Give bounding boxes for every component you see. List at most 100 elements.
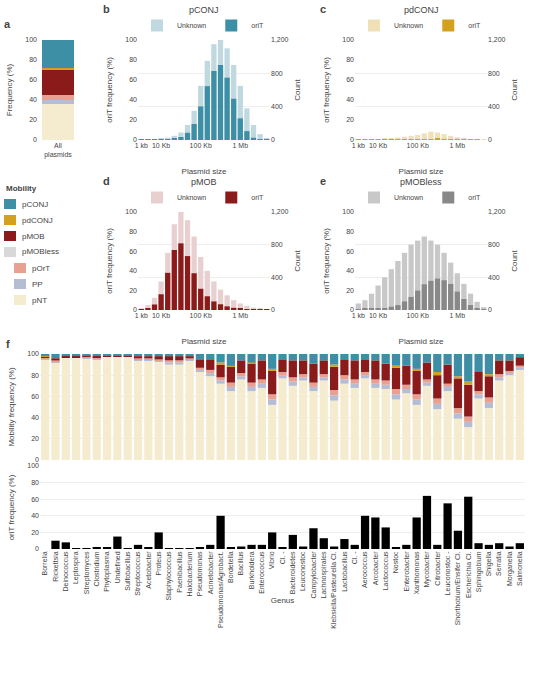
svg-text:1 Mb: 1 Mb: [450, 312, 466, 319]
svg-text:1 Mb: 1 Mb: [450, 142, 466, 149]
svg-text:Acetobacter: Acetobacter: [145, 551, 152, 589]
svg-text:Staphylococcus: Staphylococcus: [165, 551, 173, 601]
svg-text:80: 80: [129, 228, 137, 235]
svg-text:20: 20: [346, 287, 354, 294]
svg-text:Enterococcus: Enterococcus: [258, 551, 265, 594]
svg-text:pCONJ: pCONJ: [189, 5, 219, 15]
svg-text:80: 80: [29, 56, 37, 63]
svg-text:Rickettsia: Rickettsia: [52, 551, 59, 581]
svg-text:Plasmid size: Plasmid size: [182, 167, 227, 176]
svg-text:Lachnospirales: Lachnospirales: [320, 551, 328, 599]
svg-text:Bacteroidetes: Bacteroidetes: [289, 551, 296, 594]
svg-text:oriT: oriT: [251, 22, 264, 29]
svg-text:Arcobacter: Arcobacter: [372, 551, 379, 586]
svg-text:40: 40: [31, 512, 39, 519]
svg-text:800: 800: [488, 70, 500, 77]
svg-text:Halobacterium: Halobacterium: [186, 551, 193, 596]
svg-text:Lactobacillus: Lactobacillus: [341, 551, 348, 592]
svg-text:80: 80: [31, 372, 39, 379]
svg-text:100 Kb: 100 Kb: [407, 142, 429, 149]
svg-text:oriT frequency (%): oriT frequency (%): [105, 57, 114, 123]
svg-text:0: 0: [133, 136, 137, 143]
svg-text:10 Kb: 10 Kb: [152, 312, 170, 319]
svg-text:20: 20: [29, 116, 37, 123]
svg-text:20: 20: [31, 435, 39, 442]
svg-text:80: 80: [346, 56, 354, 63]
svg-text:800: 800: [271, 241, 283, 248]
svg-text:Bacillus: Bacillus: [237, 551, 244, 576]
svg-text:Shorthobium/Ensifer Cl.: Shorthobium/Ensifer Cl.: [454, 551, 461, 625]
svg-text:400: 400: [271, 103, 283, 110]
svg-text:0: 0: [33, 136, 37, 143]
svg-text:oriT: oriT: [468, 22, 481, 29]
svg-text:Escherichia Cl.: Escherichia Cl.: [465, 551, 472, 598]
svg-text:1 kb: 1 kb: [352, 312, 365, 319]
svg-text:1 kb: 1 kb: [135, 142, 148, 149]
svg-text:10 Kb: 10 Kb: [369, 142, 387, 149]
svg-text:10 Kb: 10 Kb: [152, 142, 170, 149]
svg-text:Frequency (%): Frequency (%): [5, 63, 14, 116]
svg-text:20: 20: [129, 287, 137, 294]
svg-text:60: 60: [31, 496, 39, 503]
svg-text:1 Mb: 1 Mb: [233, 142, 249, 149]
svg-text:Cl. -: Cl. -: [351, 551, 358, 565]
svg-text:pdCONJ: pdCONJ: [22, 216, 53, 225]
svg-text:Enterobacter: Enterobacter: [403, 551, 410, 592]
svg-text:Leuconostoc: Leuconostoc: [299, 551, 306, 591]
svg-text:Unknown: Unknown: [177, 22, 206, 29]
svg-text:0: 0: [488, 136, 492, 143]
svg-text:Genus: Genus: [271, 596, 295, 605]
svg-text:1,200: 1,200: [271, 208, 289, 215]
svg-text:40: 40: [29, 96, 37, 103]
svg-text:Cl. -: Cl. -: [279, 551, 286, 565]
svg-text:PP: PP: [32, 280, 43, 289]
svg-text:Unknown: Unknown: [394, 194, 423, 201]
svg-text:Leptospira: Leptospira: [72, 551, 80, 584]
svg-text:0: 0: [35, 456, 39, 463]
svg-text:400: 400: [488, 274, 500, 281]
svg-text:40: 40: [129, 267, 137, 274]
svg-text:Undefined: Undefined: [114, 551, 121, 583]
svg-text:Vibrio: Vibrio: [268, 551, 275, 569]
svg-text:80: 80: [31, 479, 39, 486]
svg-text:oriT frequency (%): oriT frequency (%): [322, 57, 331, 123]
svg-text:Streptomyces: Streptomyces: [83, 551, 91, 594]
svg-text:100 Kb: 100 Kb: [190, 142, 212, 149]
svg-text:40: 40: [346, 96, 354, 103]
svg-text:100: 100: [125, 36, 137, 43]
svg-text:f: f: [6, 338, 10, 350]
svg-text:100: 100: [25, 36, 37, 43]
svg-text:pNT: pNT: [32, 296, 47, 305]
svg-text:20: 20: [346, 116, 354, 123]
svg-text:pCONJ: pCONJ: [22, 200, 48, 209]
svg-text:Mycobacter: Mycobacter: [423, 551, 431, 588]
svg-text:Paenibacillus: Paenibacillus: [176, 551, 183, 593]
svg-text:100: 100: [125, 208, 137, 215]
svg-text:40: 40: [129, 96, 137, 103]
svg-text:1,200: 1,200: [488, 208, 506, 215]
svg-text:Xanthomonas: Xanthomonas: [413, 551, 420, 595]
svg-text:0: 0: [350, 136, 354, 143]
svg-text:100 Kb: 100 Kb: [407, 312, 429, 319]
svg-text:1,200: 1,200: [271, 36, 289, 43]
svg-text:Klebsiella/Pasteurella Cl.: Klebsiella/Pasteurella Cl.: [330, 551, 337, 628]
svg-text:0: 0: [488, 306, 492, 313]
svg-text:Count: Count: [293, 250, 302, 272]
svg-text:a: a: [4, 18, 11, 30]
svg-text:oriT: oriT: [251, 194, 264, 201]
svg-text:Mobility frequency (%): Mobility frequency (%): [7, 367, 16, 446]
svg-text:Unknown: Unknown: [177, 194, 206, 201]
svg-text:400: 400: [271, 274, 283, 281]
svg-text:Pseudomonas/Agrobact.: Pseudomonas/Agrobact.: [217, 551, 225, 628]
svg-text:80: 80: [129, 56, 137, 63]
svg-text:100: 100: [342, 208, 354, 215]
svg-text:Streptococcus: Streptococcus: [134, 551, 142, 596]
svg-text:800: 800: [488, 241, 500, 248]
svg-text:Plasmid size: Plasmid size: [182, 337, 227, 346]
svg-text:pOrT: pOrT: [32, 264, 50, 273]
svg-text:oriT: oriT: [468, 194, 481, 201]
svg-text:Count: Count: [293, 79, 302, 101]
svg-text:Borrelia: Borrelia: [41, 551, 48, 575]
svg-text:60: 60: [129, 248, 137, 255]
svg-text:Phytoplasma: Phytoplasma: [103, 551, 111, 592]
